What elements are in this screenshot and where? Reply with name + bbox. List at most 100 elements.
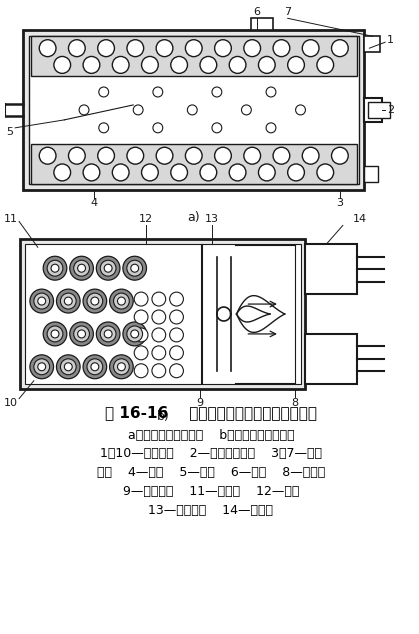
Circle shape (134, 346, 148, 360)
Circle shape (43, 322, 67, 346)
Circle shape (74, 260, 89, 276)
Circle shape (98, 147, 114, 164)
Circle shape (60, 293, 76, 309)
Circle shape (65, 363, 72, 371)
Circle shape (185, 40, 202, 56)
Circle shape (317, 56, 334, 74)
Circle shape (244, 147, 261, 164)
Circle shape (187, 105, 197, 115)
Circle shape (87, 359, 103, 375)
Text: 出口    4—简体    5—炉筒    6—液管    8—燃烧室: 出口 4—简体 5—炉筒 6—液管 8—燃烧室 (97, 467, 325, 479)
Circle shape (259, 164, 275, 181)
Bar (20, 240, 305, 389)
Circle shape (127, 260, 142, 276)
Circle shape (331, 147, 348, 164)
Circle shape (43, 256, 67, 280)
Circle shape (266, 123, 276, 133)
Text: 10: 10 (4, 398, 18, 408)
Circle shape (215, 40, 231, 56)
Circle shape (229, 164, 246, 181)
Circle shape (273, 40, 290, 56)
Circle shape (91, 363, 99, 371)
Circle shape (229, 56, 246, 74)
Circle shape (134, 328, 148, 342)
Circle shape (99, 87, 109, 97)
Text: 1、10—炉筒夹层    2—燃烧气体进口    3、7—烟气: 1、10—炉筒夹层 2—燃烧气体进口 3、7—烟气 (100, 448, 322, 460)
Bar (31, 36, 357, 76)
Circle shape (112, 164, 129, 181)
Bar (365, 98, 382, 122)
Circle shape (127, 40, 144, 56)
Circle shape (100, 326, 116, 342)
Text: 2: 2 (387, 105, 394, 115)
Circle shape (212, 123, 222, 133)
Circle shape (200, 56, 217, 74)
Text: 7: 7 (284, 8, 291, 17)
Circle shape (39, 40, 56, 56)
Text: 图 16-16    液管式高压发生器的结构原理图: 图 16-16 液管式高压发生器的结构原理图 (105, 406, 317, 420)
Circle shape (127, 147, 144, 164)
Circle shape (104, 330, 112, 338)
Circle shape (87, 293, 103, 309)
Text: 12: 12 (139, 214, 153, 224)
Circle shape (47, 326, 63, 342)
Circle shape (100, 260, 116, 276)
Circle shape (96, 256, 120, 280)
Circle shape (127, 326, 142, 342)
Circle shape (114, 359, 129, 375)
Circle shape (215, 147, 231, 164)
Circle shape (98, 40, 114, 56)
Circle shape (68, 40, 85, 56)
Circle shape (54, 164, 71, 181)
Circle shape (170, 328, 184, 342)
Bar (31, 144, 357, 184)
Circle shape (134, 292, 148, 306)
Text: 14: 14 (352, 214, 367, 224)
Circle shape (266, 87, 276, 97)
Circle shape (78, 264, 85, 272)
Circle shape (83, 355, 107, 378)
Circle shape (30, 355, 54, 378)
Bar (368, 102, 390, 118)
Circle shape (123, 256, 147, 280)
Circle shape (200, 164, 217, 181)
Circle shape (83, 289, 107, 313)
Circle shape (70, 322, 93, 346)
Circle shape (156, 147, 173, 164)
Circle shape (47, 260, 63, 276)
Circle shape (212, 87, 222, 97)
Circle shape (65, 297, 72, 305)
Circle shape (259, 56, 275, 74)
Circle shape (60, 359, 76, 375)
Circle shape (152, 310, 166, 324)
Circle shape (156, 40, 173, 56)
Circle shape (170, 346, 184, 360)
Circle shape (57, 355, 80, 378)
Circle shape (99, 123, 109, 133)
Text: 9—炉筒隔板    11—肋片管    12—光管: 9—炉筒隔板 11—肋片管 12—光管 (123, 485, 299, 498)
Circle shape (170, 364, 184, 378)
Circle shape (153, 123, 163, 133)
Circle shape (152, 364, 166, 378)
Circle shape (170, 310, 184, 324)
Bar (305, 244, 357, 294)
Circle shape (288, 56, 304, 74)
Text: 1: 1 (387, 36, 394, 45)
Circle shape (117, 363, 125, 371)
Circle shape (123, 322, 147, 346)
Circle shape (134, 310, 148, 324)
Circle shape (171, 56, 187, 74)
Text: 13: 13 (205, 214, 219, 224)
Circle shape (57, 289, 80, 313)
Circle shape (51, 330, 59, 338)
Circle shape (152, 328, 166, 342)
Circle shape (34, 359, 49, 375)
Circle shape (83, 56, 100, 74)
Circle shape (91, 297, 99, 305)
Circle shape (96, 322, 120, 346)
Bar (23, 30, 365, 190)
Bar (365, 165, 378, 181)
Circle shape (74, 326, 89, 342)
Circle shape (134, 364, 148, 378)
Circle shape (110, 289, 133, 313)
